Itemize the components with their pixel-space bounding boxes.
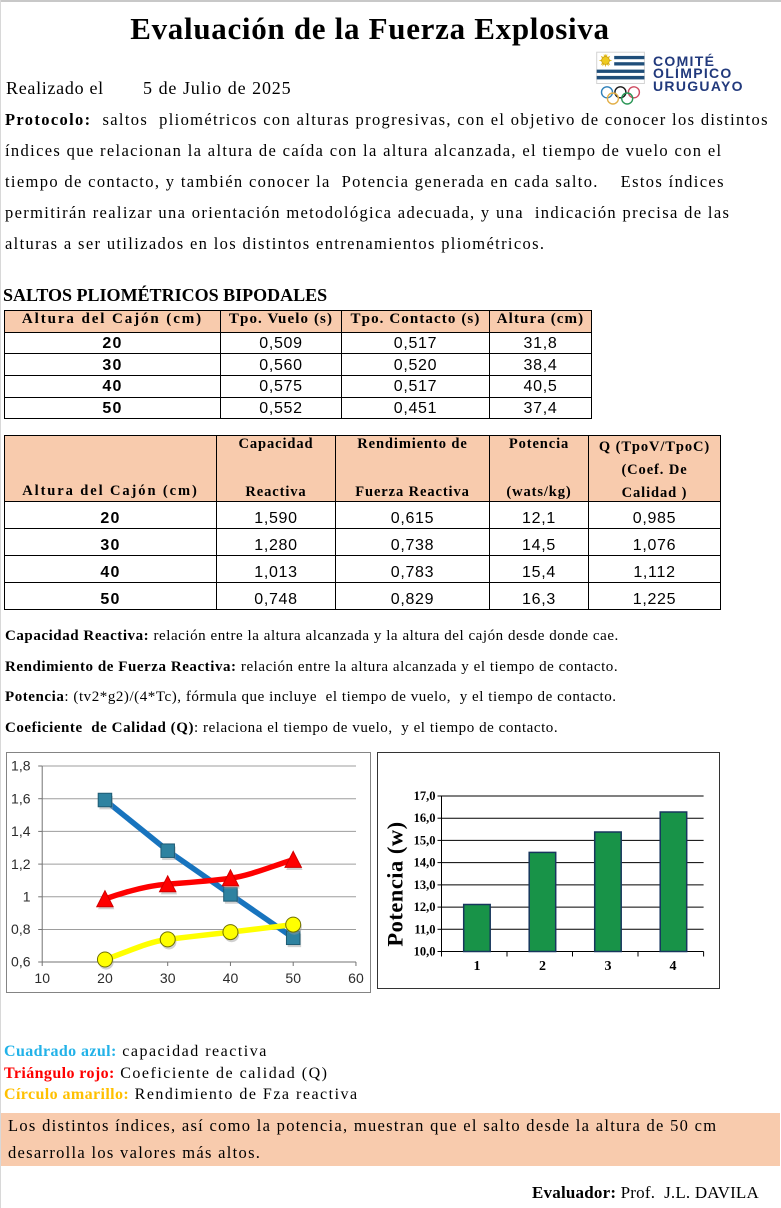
svg-text:60: 60 — [348, 970, 364, 986]
svg-text:11,0: 11,0 — [414, 922, 435, 936]
svg-text:0,6: 0,6 — [11, 954, 31, 970]
svg-text:40: 40 — [223, 970, 239, 986]
svg-text:13,0: 13,0 — [414, 878, 436, 892]
svg-text:20: 20 — [97, 970, 113, 986]
svg-text:1: 1 — [474, 959, 481, 974]
svg-text:30: 30 — [160, 970, 176, 986]
svg-text:12,0: 12,0 — [414, 900, 436, 914]
svg-text:14,0: 14,0 — [414, 856, 436, 870]
svg-text:2: 2 — [539, 959, 546, 974]
svg-text:1,2: 1,2 — [11, 856, 31, 872]
svg-text:16,0: 16,0 — [414, 811, 436, 825]
svg-text:15,0: 15,0 — [414, 833, 436, 847]
svg-text:4: 4 — [670, 959, 677, 974]
svg-text:0,8: 0,8 — [11, 921, 31, 937]
svg-text:17,0: 17,0 — [414, 789, 436, 803]
svg-text:1: 1 — [23, 889, 31, 905]
svg-text:10: 10 — [34, 970, 50, 986]
svg-text:1,4: 1,4 — [11, 823, 31, 839]
svg-text:1,8: 1,8 — [11, 758, 31, 774]
svg-text:10,0: 10,0 — [414, 945, 436, 959]
svg-text:Potencia (w): Potencia (w) — [383, 821, 408, 946]
svg-text:50: 50 — [285, 970, 301, 986]
svg-text:1,6: 1,6 — [11, 790, 31, 806]
svg-text:3: 3 — [605, 959, 612, 974]
